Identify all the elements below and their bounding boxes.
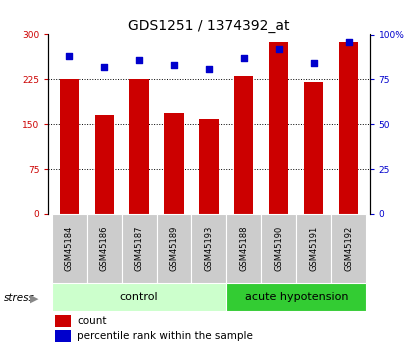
Point (345, 39, 352, 45)
Bar (339, 42, 358, 214)
Bar (200, 119, 218, 214)
Bar (296, 214, 331, 283)
Bar (55, 315, 71, 327)
Bar (331, 214, 366, 283)
Bar (52, 214, 87, 283)
Text: GSM45192: GSM45192 (344, 226, 353, 271)
Point (66, 53, 73, 59)
Bar (261, 214, 296, 283)
Bar (304, 82, 323, 214)
Text: ▶: ▶ (30, 294, 39, 303)
Bar (122, 214, 157, 283)
Bar (52, 283, 226, 310)
Text: GSM45184: GSM45184 (65, 226, 74, 271)
Bar (94, 115, 114, 214)
Bar (55, 330, 71, 342)
Title: GDS1251 / 1374392_at: GDS1251 / 1374392_at (128, 19, 290, 33)
Text: control: control (120, 292, 158, 302)
Text: stress: stress (4, 294, 35, 303)
Bar (269, 42, 289, 214)
Point (241, 55, 247, 61)
Bar (164, 114, 184, 214)
Text: GSM45186: GSM45186 (100, 226, 109, 271)
Text: GSM45193: GSM45193 (205, 226, 213, 271)
Point (101, 64, 108, 70)
Text: acute hypotension: acute hypotension (244, 292, 348, 302)
Bar (234, 76, 254, 214)
Text: GSM45191: GSM45191 (309, 226, 318, 271)
Text: GSM45189: GSM45189 (170, 226, 178, 271)
Text: percentile rank within the sample: percentile rank within the sample (77, 331, 253, 341)
Text: count: count (77, 316, 107, 326)
Point (206, 66, 213, 71)
Bar (192, 214, 226, 283)
Bar (157, 214, 192, 283)
Bar (87, 214, 122, 283)
Bar (129, 79, 149, 214)
Point (276, 46, 282, 52)
Point (171, 62, 177, 68)
Point (136, 57, 142, 62)
Bar (60, 79, 79, 214)
Text: GSM45187: GSM45187 (134, 226, 144, 271)
Bar (226, 283, 366, 310)
Point (310, 60, 317, 66)
Text: GSM45188: GSM45188 (239, 226, 248, 271)
Text: GSM45190: GSM45190 (274, 226, 284, 271)
Bar (226, 214, 261, 283)
